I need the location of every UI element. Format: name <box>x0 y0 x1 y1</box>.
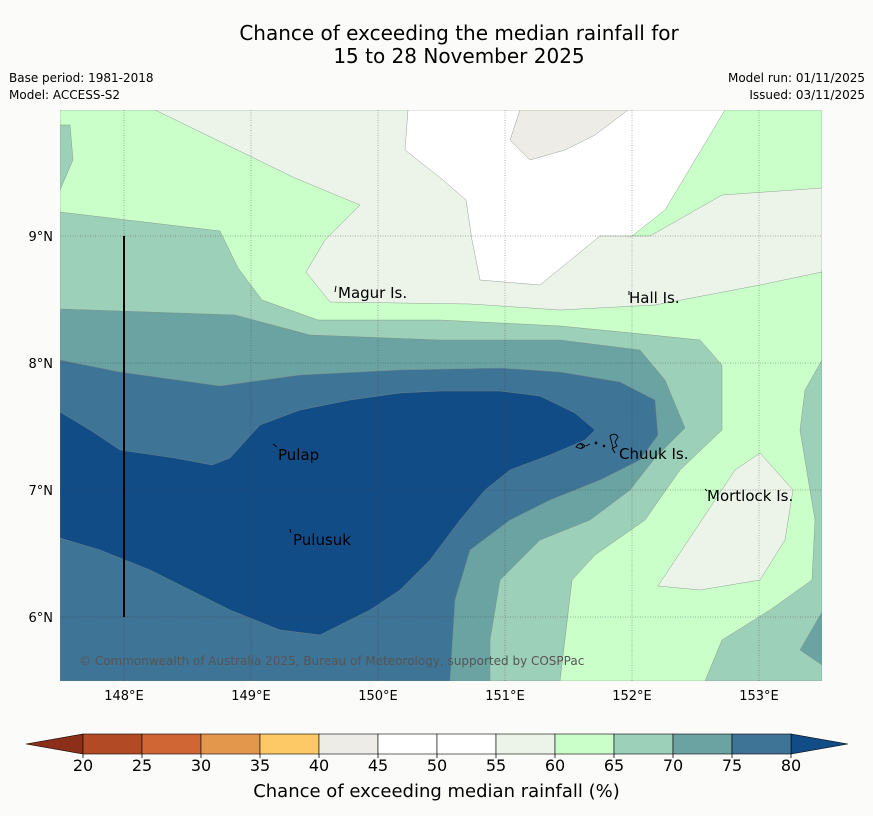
colorbar-tick-label: 70 <box>663 756 683 775</box>
colorbar-tick-label: 75 <box>722 756 742 775</box>
region-white-north <box>404 110 726 286</box>
colorbar-over-arrow <box>790 733 849 755</box>
label-mortlock-is: Mortlock Is. <box>707 487 793 505</box>
lat-tick-labels: 9°N 8°N 7°N 6°N <box>29 230 54 626</box>
grid-lines <box>60 110 822 681</box>
lon-tick-148: 148°E <box>104 689 144 704</box>
region-grey-patch <box>509 110 629 161</box>
lat-tick-9: 9°N <box>29 230 54 245</box>
colorbar-tick-label: 20 <box>73 756 93 775</box>
chuuk-island-outlines <box>575 433 619 454</box>
colorbar-tick-label: 50 <box>427 756 447 775</box>
place-labels: Magur Is. Hall Is. Pulap Chuuk Is. Mortl… <box>278 284 793 549</box>
lon-tick-153: 153°E <box>739 689 779 704</box>
colorbar-segment <box>672 733 733 755</box>
colorbar-segment <box>200 733 261 755</box>
colorbar-tick-label: 55 <box>486 756 506 775</box>
lon-tick-150: 150°E <box>358 689 398 704</box>
colorbar-segment <box>436 733 497 755</box>
region-80-core <box>60 390 596 636</box>
colorbar-segment <box>377 733 438 755</box>
label-pulap: Pulap <box>278 446 319 464</box>
lon-tick-152: 152°E <box>612 689 652 704</box>
colorbar-segment <box>613 733 674 755</box>
copyright-notice: © Commonwealth of Australia 2025, Bureau… <box>79 654 584 668</box>
colorbar-segment <box>731 733 792 755</box>
title-line-2: 15 to 28 November 2025 <box>333 44 585 68</box>
title-line-1: Chance of exceeding the median rainfall … <box>239 21 679 45</box>
model-run: Model run: 01/11/2025 <box>727 71 865 85</box>
chart-title: Chance of exceeding the median rainfall … <box>0 22 873 68</box>
label-chuuk-is: Chuuk Is. <box>619 445 688 463</box>
colorbar-tick-label: 80 <box>781 756 801 775</box>
label-magur-is: Magur Is. <box>338 284 407 302</box>
colorbar-segment <box>141 733 202 755</box>
meta-right: Model run: 01/11/2025 Issued: 03/11/2025 <box>728 70 865 104</box>
colorbar-tick-label: 60 <box>545 756 565 775</box>
lon-tick-149: 149°E <box>231 689 271 704</box>
colorbar-tick-label: 45 <box>368 756 388 775</box>
base-period: Base period: 1981-2018 <box>9 71 154 85</box>
region-70-east <box>799 611 822 666</box>
colorbar-segment <box>318 733 379 755</box>
lat-tick-6: 6°N <box>29 611 54 626</box>
colorbar-label: Chance of exceeding median rainfall (%) <box>253 781 620 802</box>
colorbar-tick-label: 40 <box>309 756 329 775</box>
label-pulusuk: Pulusuk <box>293 531 351 549</box>
colorbar-segment <box>554 733 615 755</box>
label-hall-is: Hall Is. <box>629 289 680 307</box>
lat-tick-8: 8°N <box>29 357 54 372</box>
colorbar-tick-label: 25 <box>132 756 152 775</box>
colorbar-segment <box>495 733 556 755</box>
meta-left: Base period: 1981-2018 Model: ACCESS-S2 <box>9 70 154 104</box>
island-ticks <box>272 285 708 534</box>
colorbar-under-arrow <box>25 733 84 755</box>
issued-date: Issued: 03/11/2025 <box>749 88 865 102</box>
lon-tick-151: 151°E <box>485 689 525 704</box>
colorbar-tick-label: 35 <box>250 756 270 775</box>
region-65-west-strip <box>60 124 74 191</box>
colorbar-segment <box>259 733 320 755</box>
colorbar: 20 25 30 35 40 45 50 55 60 65 70 75 80 <box>25 733 849 775</box>
model-name: Model: ACCESS-S2 <box>9 88 121 102</box>
colorbar-segment <box>82 733 143 755</box>
colorbar-tick-label: 30 <box>191 756 211 775</box>
lon-tick-labels: 148°E 149°E 150°E 151°E 152°E 153°E <box>104 689 779 704</box>
colorbar-tick-label: 65 <box>604 756 624 775</box>
lat-tick-7: 7°N <box>29 484 54 499</box>
